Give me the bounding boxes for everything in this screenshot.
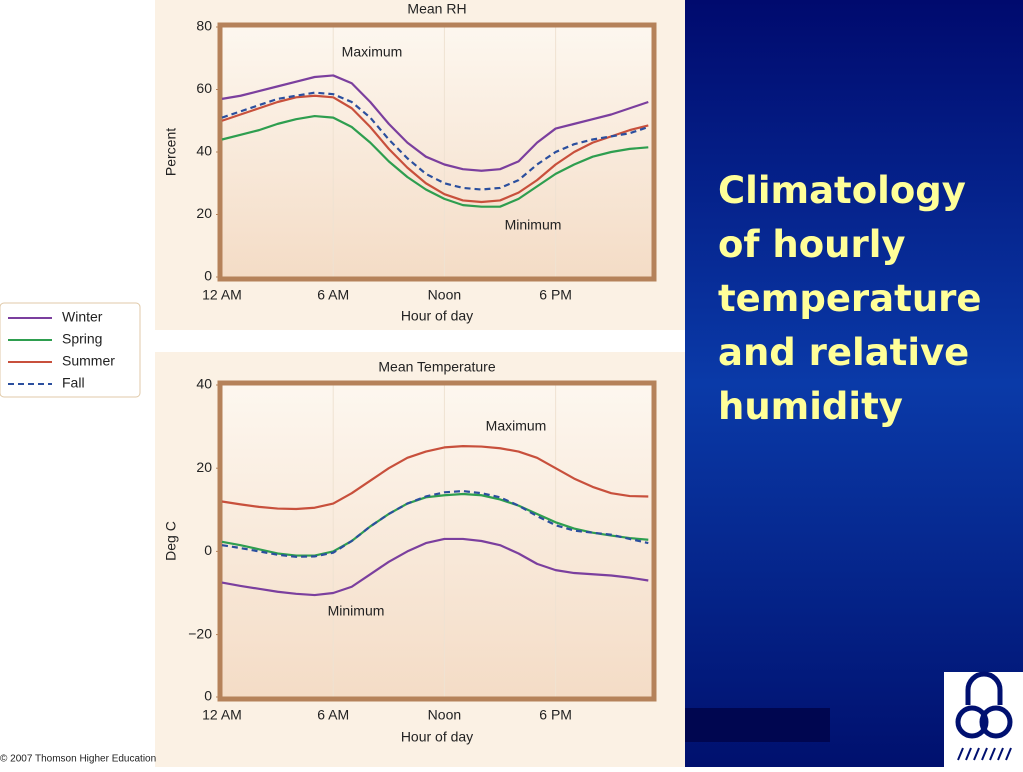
x-tick-label: 12 AM — [202, 707, 242, 723]
series-line — [221, 537, 649, 597]
band — [685, 708, 830, 742]
y-tick-label: 0 — [204, 688, 212, 704]
y-tick-label: 60 — [196, 80, 212, 96]
slide-title-line: humidity — [718, 385, 903, 428]
x-tick-label: Noon — [428, 287, 461, 303]
slide-title-line: of hourly — [718, 223, 906, 266]
x-tick-label: 6 PM — [539, 287, 572, 303]
series-line — [221, 492, 649, 557]
y-tick-label: 80 — [196, 18, 212, 34]
legend-label: Spring — [62, 331, 102, 347]
x-axis-label: Hour of day — [401, 729, 473, 745]
y-tick-label: 20 — [196, 459, 212, 475]
y-axis-label: Percent — [163, 128, 179, 176]
y-tick-label: 40 — [196, 143, 212, 159]
y-tick-label: −20 — [188, 625, 212, 641]
plot-frame — [217, 380, 657, 702]
annotation: Maximum — [342, 44, 403, 60]
x-tick-label: 6 PM — [539, 707, 572, 723]
legend — [0, 302, 141, 398]
x-tick-label: 12 AM — [202, 287, 242, 303]
copyright: © 2007 Thomson Higher Education — [0, 754, 156, 765]
series-line — [221, 91, 649, 191]
slide-title-line: Climatology — [718, 169, 966, 212]
y-tick-label: 0 — [204, 268, 212, 284]
series-line — [221, 489, 649, 558]
x-axis-label: Hour of day — [401, 308, 473, 324]
x-tick-label: 6 AM — [317, 707, 349, 723]
y-tick-label: 0 — [204, 542, 212, 558]
plot-frame — [217, 22, 657, 282]
series-line — [221, 94, 649, 204]
legend-label: Winter — [62, 309, 103, 325]
chart-title: Mean Temperature — [378, 359, 495, 375]
y-axis-label: Deg C — [163, 521, 179, 561]
legend-label: Summer — [62, 353, 115, 369]
annotation: Minimum — [505, 217, 562, 233]
x-tick-label: Noon — [428, 707, 461, 723]
chart-title: Mean RH — [407, 1, 466, 17]
slide-title-line: temperature — [718, 277, 982, 320]
series-line — [221, 445, 649, 511]
logo — [944, 671, 1023, 767]
series-line — [221, 74, 649, 172]
y-tick-label: 20 — [196, 205, 212, 221]
x-tick-label: 6 AM — [317, 287, 349, 303]
title-block: Climatology of hourly temperature and relat… — [718, 169, 982, 428]
slide-title-line: and relative — [718, 331, 969, 374]
annotation: Minimum — [328, 603, 385, 619]
y-tick-label: 40 — [196, 376, 212, 392]
plot-area — [222, 27, 652, 277]
legend-label: Fall — [62, 375, 85, 391]
slide-background — [685, 0, 1023, 767]
series-line — [221, 114, 649, 208]
annotation: Maximum — [486, 418, 547, 434]
